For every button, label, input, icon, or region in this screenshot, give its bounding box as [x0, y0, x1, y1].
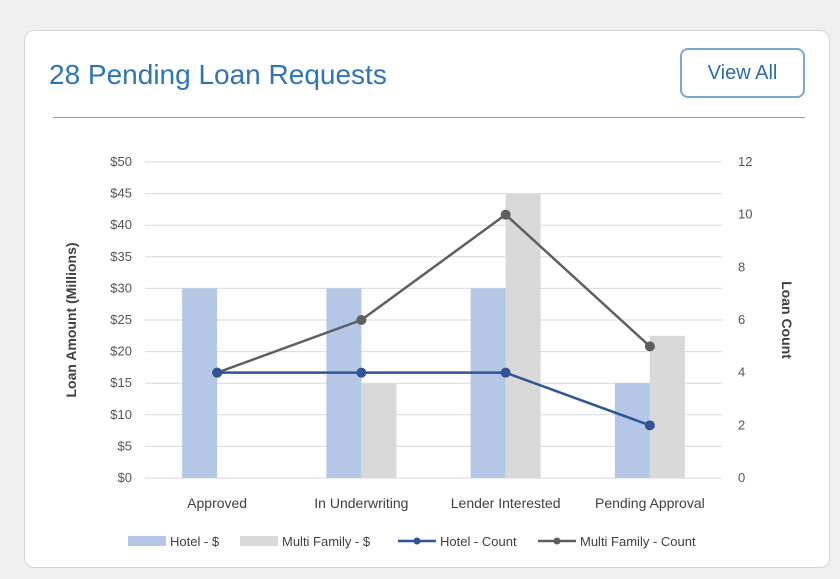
- card-title: 28 Pending Loan Requests: [49, 59, 387, 90]
- y2-tick-label: 2: [738, 417, 745, 432]
- point-hotel-count: [500, 367, 511, 378]
- y2-tick-label: 12: [738, 154, 752, 169]
- bar-multi-family-amount: [649, 335, 685, 478]
- point-hotel-count: [212, 367, 223, 378]
- y-axis-label: Loan Amount (Millions): [63, 242, 79, 397]
- y-tick-label: $40: [110, 217, 132, 232]
- y-tick-label: $0: [118, 470, 132, 485]
- view-all-button[interactable]: View All: [680, 48, 805, 98]
- y2-tick-label: 10: [738, 207, 752, 222]
- y-tick-label: $5: [118, 438, 132, 453]
- point-hotel-count: [356, 367, 367, 378]
- y-tick-label: $25: [110, 312, 132, 327]
- title-divider: [53, 117, 805, 118]
- bar-hotel-amount: [182, 288, 218, 478]
- y-tick-label: $20: [110, 344, 132, 359]
- line-hotel-count: [217, 371, 651, 427]
- bar-hotel-amount: [614, 383, 650, 478]
- legend-label-multi-family: Multi Family - $: [282, 534, 371, 549]
- x-tick-label: Pending Approval: [595, 495, 705, 511]
- point-multi-family-count: [356, 315, 367, 325]
- y-tick-label: $10: [110, 407, 132, 422]
- point-hotel-count: [644, 420, 655, 431]
- y2-axis-label: Loan Count: [779, 281, 795, 359]
- y2-tick-label: 6: [738, 312, 745, 327]
- y2-tick-label: 4: [738, 365, 745, 380]
- x-tick-label: Lender Interested: [451, 495, 561, 511]
- x-tick-label: Approved: [187, 495, 247, 511]
- x-tick-label: In Underwriting: [314, 495, 408, 511]
- legend-swatch-multi-family: [240, 536, 278, 546]
- y-tick-label: $50: [110, 154, 132, 169]
- bar-multi-family-amount: [361, 383, 397, 478]
- point-multi-family-count: [644, 341, 655, 352]
- y-tick-label: $15: [110, 375, 132, 390]
- line-multi-family-count: [216, 213, 651, 374]
- bar-hotel-amount: [326, 288, 362, 478]
- y-tick-label: $30: [110, 280, 132, 295]
- legend-label-multi-family-count: Multi Family - Count: [580, 534, 696, 549]
- legend-marker-hotel-count: [413, 537, 421, 545]
- bar-hotel-amount: [470, 288, 506, 478]
- y2-tick-label: 0: [738, 470, 745, 485]
- legend-label-hotel: Hotel - $: [170, 534, 220, 549]
- y2-tick-label: 8: [738, 259, 745, 274]
- legend-label-hotel-count: Hotel - Count: [440, 534, 517, 549]
- legend-marker-multi-family-count: [553, 537, 561, 545]
- point-multi-family-count: [500, 209, 511, 220]
- bar-multi-family-amount: [505, 193, 541, 478]
- y-tick-label: $35: [110, 249, 132, 264]
- legend-swatch-hotel: [128, 536, 166, 546]
- y-tick-label: $45: [110, 186, 132, 201]
